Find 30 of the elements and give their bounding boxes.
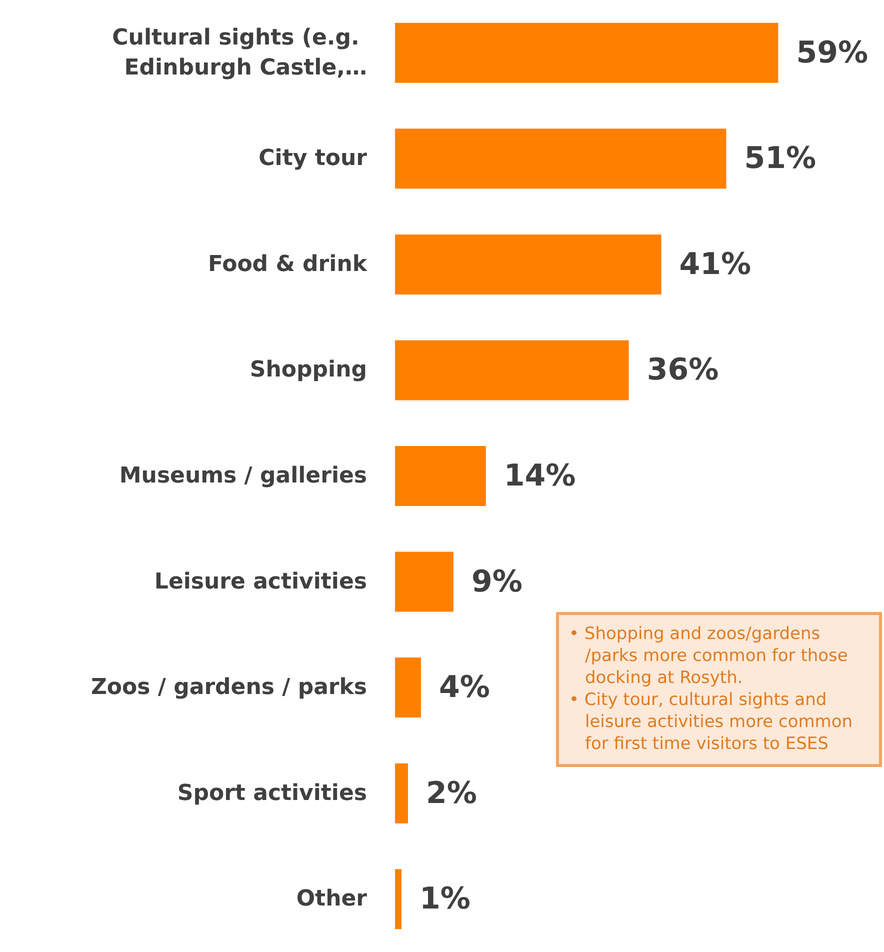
y-tick-label: Sport activities (177, 780, 367, 806)
y-tick-label: Food & drink (208, 252, 368, 277)
data-label: 59% (796, 35, 868, 70)
annotation: • City tour, cultural sights and leisure activities more common for first time visitors to ESES (569, 689, 854, 756)
bar (395, 763, 408, 824)
data-label: 51% (744, 141, 816, 176)
data-label: 1% (419, 882, 470, 917)
text-box: • Shopping and zoos/gardens /parks more common for those docking at Rosyth. • City tour, cultural sights and leisure activities more common for first time visitors to ESES (556, 612, 882, 767)
bar (395, 552, 454, 612)
data-label: 9% (471, 564, 522, 600)
y-tick-label: Zoos / gardens / parks (90, 675, 367, 700)
bar (395, 658, 421, 718)
y-tick-label: City tour (258, 146, 368, 172)
data-label: 36% (646, 352, 719, 388)
y-tick-label: Shopping (250, 358, 367, 383)
data-label: 2% (426, 776, 477, 811)
data-label: 4% (438, 670, 490, 706)
y-tick-label: Cultural sights (e.g. Edinburgh Castle,… (112, 25, 367, 80)
bar (395, 446, 486, 506)
bar (395, 869, 402, 930)
bar (395, 128, 726, 189)
annotation: • Shopping and zoos/gardens /parks more common for those docking at Rosyth. (569, 623, 849, 690)
bar (395, 22, 778, 83)
bar (395, 340, 629, 400)
bar (395, 234, 662, 294)
data-label: 14% (504, 458, 576, 494)
y-tick-label: Leisure activities (154, 569, 367, 594)
data-label: 41% (679, 246, 752, 282)
y-tick-label: Museums / galleries (119, 464, 367, 488)
y-tick-label: Other (296, 886, 368, 912)
